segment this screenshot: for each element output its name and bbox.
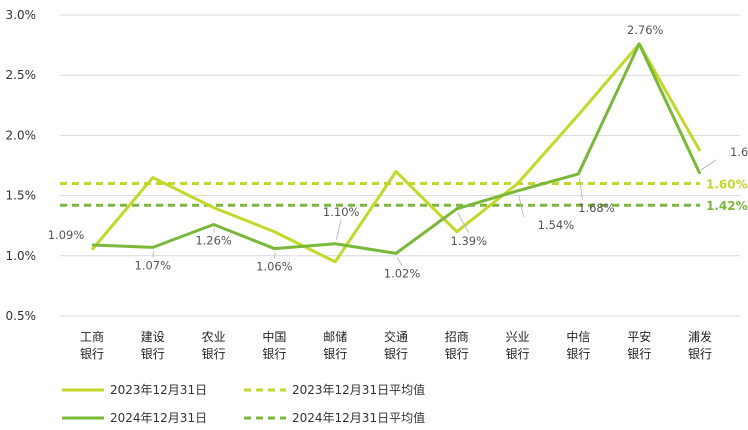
legend-label: 2023年12月31日平均值: [292, 382, 425, 397]
x-tick-label: 浦发银行: [688, 329, 712, 361]
data-label: 1.10%: [323, 205, 360, 219]
data-label: 1.02%: [384, 266, 421, 280]
x-tick-label: 兴业银行: [506, 330, 530, 361]
data-label: 2.76%: [627, 23, 664, 37]
label-leader: [396, 257, 403, 266]
average-label: 1.60%: [706, 178, 748, 192]
y-tick-label: 0.5%: [6, 309, 37, 323]
label-leader: [700, 159, 717, 171]
data-labels: 1.09% 1.07% 1.26% 1.06% 1.10% 1.02% 1.39% 1.54%…: [48, 23, 748, 280]
x-tick-label: 中国银行: [262, 329, 286, 361]
label-leader: [457, 212, 470, 234]
data-label: 1.39%: [451, 234, 488, 248]
data-label: 1.54%: [538, 218, 575, 232]
x-axis: 工商银行 建设银行 农业银行 中国银行 邮储银行 交通银行 招商银行 兴业银行 中信银行 平安银行…: [80, 329, 712, 361]
x-tick-label: 平安银行: [627, 329, 651, 361]
label-leader: [518, 194, 525, 217]
series-line-1: [90, 42, 702, 264]
x-tick-label: 招商银行: [445, 329, 469, 361]
x-tick-label: 工商银行: [80, 329, 104, 361]
label-leader: [273, 252, 276, 259]
data-label: 1.09%: [48, 228, 85, 242]
label-leader: [578, 177, 583, 200]
x-tick-label: 农业银行: [202, 330, 226, 361]
series-line-2: [91, 42, 702, 255]
label-leader: [335, 219, 342, 240]
label-leaders: [152, 159, 717, 266]
y-tick-label: 1.0%: [6, 249, 37, 263]
legend-label: 2024年12月31日: [110, 411, 207, 425]
data-label: 1.68%: [578, 201, 615, 215]
average-lines: 1.60% 1.42%: [60, 178, 748, 213]
data-label: 1.26%: [195, 233, 232, 247]
x-tick-label: 建设银行: [141, 330, 165, 361]
y-tick-label: 2.5%: [6, 68, 37, 82]
legend: 2023年12月31日 2023年12月31日平均值 2024年12月31日 2024…: [62, 382, 425, 425]
y-tick-label: 1.5%: [6, 189, 37, 203]
y-axis: 0.5% 1.0% 1.5% 2.0% 2.5% 3.0%: [6, 8, 37, 323]
legend-label: 2023年12月31日: [110, 383, 207, 397]
label-leader: [152, 251, 155, 258]
average-label: 1.42%: [706, 199, 748, 213]
data-label: 1.07%: [135, 258, 172, 272]
x-tick-label: 邮储银行: [323, 329, 347, 361]
legend-label: 2024年12月31日平均值: [292, 410, 425, 425]
y-tick-label: 3.0%: [6, 8, 37, 22]
gridlines: [60, 14, 740, 317]
x-tick-label: 交通银行: [384, 329, 408, 361]
y-tick-label: 2.0%: [6, 128, 37, 142]
series-lines: [90, 42, 702, 264]
data-label: 1.06%: [256, 260, 293, 274]
x-tick-label: 中信银行: [566, 329, 590, 361]
label-leader: [213, 228, 216, 233]
data-label: 1.68%: [730, 145, 748, 159]
